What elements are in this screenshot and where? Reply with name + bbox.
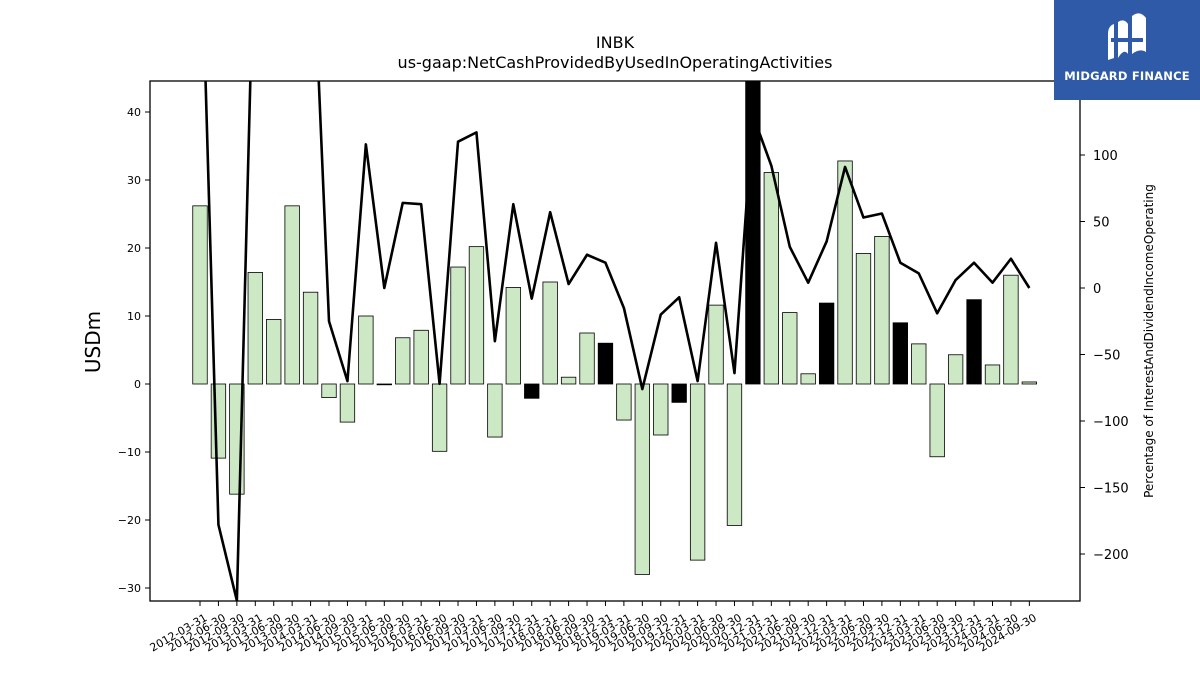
y2-tick-label: −150 bbox=[1093, 482, 1129, 497]
bar-2019-03-31 bbox=[616, 383, 632, 421]
bar-2014-03-31 bbox=[302, 291, 319, 385]
logo-mark-icon bbox=[1108, 13, 1146, 60]
y-tick-label: 0 bbox=[134, 378, 141, 391]
bar-2013-03-31 bbox=[247, 272, 263, 385]
bar-2023-09-30 bbox=[947, 354, 964, 385]
chart-subtitle: us-gaap:NetCashProvidedByUsedInOperating… bbox=[398, 53, 833, 72]
bar-2023-03-31 bbox=[911, 343, 927, 385]
y2-tick-label: −50 bbox=[1093, 349, 1120, 364]
bar-2017-06-30 bbox=[487, 383, 503, 438]
y-axis-right: −200 −150 −100 −50 0 50 100 bbox=[1080, 149, 1129, 563]
bar-2020-03-31 bbox=[689, 383, 706, 561]
bar-2019-12-31 bbox=[671, 383, 687, 403]
bar-2012-06-30 bbox=[210, 383, 227, 459]
y2-tick-label: −200 bbox=[1093, 548, 1129, 563]
bar-2020-06-30 bbox=[708, 304, 724, 385]
bar-2016-09-30 bbox=[450, 266, 466, 385]
bar-2021-12-31 bbox=[818, 302, 835, 385]
bar-2017-12-31 bbox=[524, 383, 540, 399]
y-tick-label: −30 bbox=[118, 582, 141, 595]
bar-2015-03-31 bbox=[358, 315, 374, 385]
bar-2023-06-30 bbox=[929, 383, 945, 458]
plot-frame bbox=[149, 80, 1081, 602]
bar-2016-03-31 bbox=[413, 329, 429, 385]
y2-tick-label: −100 bbox=[1093, 415, 1129, 430]
bar-2018-12-31 bbox=[597, 342, 614, 385]
bar-2016-06-30 bbox=[431, 383, 448, 452]
bar-2021-09-30 bbox=[800, 373, 816, 385]
bar-2024-09-30 bbox=[1021, 381, 1037, 385]
y-tick-label: 10 bbox=[127, 310, 141, 323]
bar-2023-12-31 bbox=[966, 299, 982, 385]
bar-2019-09-30 bbox=[653, 383, 669, 436]
bar-2024-03-31 bbox=[984, 364, 1001, 385]
bar-2022-12-31 bbox=[892, 322, 908, 385]
y2-tick-label: 0 bbox=[1093, 282, 1101, 297]
bar-2014-09-30 bbox=[339, 383, 356, 423]
bar-2022-03-31 bbox=[837, 160, 853, 385]
bar-2017-03-31 bbox=[468, 246, 485, 385]
y2-tick-label: 50 bbox=[1093, 216, 1110, 231]
bar-2017-09-30 bbox=[505, 287, 521, 385]
y-tick-label: 40 bbox=[127, 106, 141, 119]
chart-title: INBK bbox=[596, 33, 635, 52]
y-tick-label: −20 bbox=[118, 514, 141, 527]
bar-2021-03-31 bbox=[763, 172, 779, 385]
bar-2020-09-30 bbox=[726, 383, 743, 526]
bar-2012-03-31 bbox=[192, 205, 208, 385]
y-axis-label: USDm bbox=[81, 311, 105, 373]
bar-2013-06-30 bbox=[266, 318, 282, 385]
y2-axis-label: Percentage of InterestAndDividendIncomeO… bbox=[1142, 184, 1156, 498]
bar-2022-06-30 bbox=[855, 253, 872, 385]
bar-2013-09-30 bbox=[284, 205, 300, 385]
y2-tick-label: 100 bbox=[1093, 149, 1118, 164]
bar-2015-09-30 bbox=[395, 337, 411, 385]
bar-2015-06-30 bbox=[376, 383, 392, 386]
ratio-line bbox=[204, 81, 1031, 601]
plot-area bbox=[149, 80, 1081, 602]
bar-2014-06-30 bbox=[321, 383, 337, 399]
bar-2018-03-31 bbox=[542, 281, 558, 385]
bar-2024-06-30 bbox=[1003, 274, 1019, 385]
bar-2022-09-30 bbox=[874, 236, 890, 385]
y-axis-left: −30 −20 −10 0 10 20 30 40 bbox=[118, 106, 150, 595]
bar-2018-09-30 bbox=[579, 332, 595, 385]
y-tick-label: 30 bbox=[127, 174, 141, 187]
bar-2019-06-30 bbox=[634, 383, 650, 575]
y-tick-label: 20 bbox=[127, 242, 141, 255]
y-tick-label: −10 bbox=[118, 446, 141, 459]
brand-logo: MIDGARD FINANCE bbox=[1054, 0, 1200, 100]
x-axis: 2012-03-312012-06-302012-09-302013-03-31… bbox=[148, 601, 1039, 654]
logo-text: MIDGARD FINANCE bbox=[1064, 69, 1190, 83]
bar-2018-06-30 bbox=[560, 376, 577, 385]
bar-2021-06-30 bbox=[782, 312, 798, 385]
